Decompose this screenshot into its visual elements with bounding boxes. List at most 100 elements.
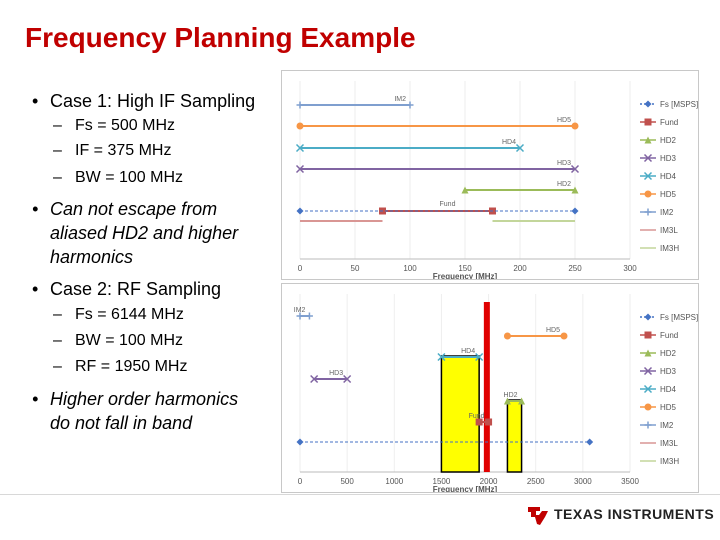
legend-label: Fs [MSPS] <box>660 313 698 322</box>
point-hd4 <box>295 143 305 153</box>
legend-label: IM2 <box>660 208 674 217</box>
in-band-highlight <box>440 355 480 473</box>
chart-case2-panel: 0 500 1000 1500 2000 2500 3000 3500 Frequency [M… <box>281 283 699 494</box>
legend-marker <box>644 421 652 429</box>
case1-item-fs: Fs = 500 MHz <box>53 116 175 136</box>
legend-label: IM3L <box>660 439 678 448</box>
logo-text: TEXAS INSTRUMENTS <box>554 506 715 522</box>
legend-marker <box>643 384 653 394</box>
note1-line1: Can not escape from <box>32 198 217 220</box>
case2-item-rf: RF = 1950 MHz <box>53 357 188 377</box>
point-hd2 <box>461 186 469 194</box>
in-band-highlight <box>506 399 523 473</box>
legend-marker <box>644 208 652 216</box>
legend-label: HD5 <box>660 403 677 412</box>
legend-marker <box>643 171 653 181</box>
legend-marker <box>644 349 652 357</box>
tick-label: 2500 <box>527 477 545 486</box>
tick-label: 3000 <box>574 477 592 486</box>
legend-label: Fund <box>660 331 678 340</box>
legend-label: Fs [MSPS] <box>660 100 698 109</box>
point-hd5 <box>503 332 511 340</box>
legend-label: Fund <box>660 118 678 127</box>
legend-label: HD3 <box>660 367 677 376</box>
series-label-fund: Fund <box>440 201 456 208</box>
point-fs <box>296 207 304 215</box>
point-im2 <box>296 101 304 109</box>
point-hd3 <box>295 164 305 174</box>
case1-item-bw: BW = 100 MHz <box>53 168 183 188</box>
legend-marker <box>644 100 652 108</box>
point-fund <box>475 418 483 426</box>
tick-label: 100 <box>403 264 417 273</box>
series-label-fund: Fund <box>469 413 485 420</box>
bullet-case1: Case 1: High IF Sampling <box>32 90 255 112</box>
series-label-hd3: HD3 <box>557 160 571 167</box>
case2-item-bw: BW = 100 MHz <box>53 331 183 351</box>
series-label-hd2: HD2 <box>504 392 518 399</box>
point-hd2 <box>518 397 526 405</box>
legend-marker <box>644 403 652 411</box>
legend-marker <box>643 366 653 376</box>
legend-label: HD3 <box>660 154 677 163</box>
series-label-im2: IM2 <box>394 96 406 103</box>
point-hd3 <box>310 374 319 384</box>
point-hd2 <box>503 397 511 405</box>
bullet-case2: Case 2: RF Sampling <box>32 278 221 300</box>
series-label-hd2: HD2 <box>557 181 571 188</box>
tick-label: 250 <box>568 264 582 273</box>
legend-marker <box>644 136 652 144</box>
point-hd4 <box>515 143 525 153</box>
point-hd4 <box>437 352 446 362</box>
legend-label: HD4 <box>660 172 677 181</box>
tick-label: 2000 <box>480 477 498 486</box>
point-fund <box>485 418 493 426</box>
point-hd5 <box>296 122 304 130</box>
series-label-hd4: HD4 <box>461 348 475 355</box>
tick-label: 200 <box>513 264 527 273</box>
legend-marker <box>644 190 652 198</box>
note1-line3: harmonics <box>50 247 134 267</box>
tick-label: 150 <box>458 264 472 273</box>
chart-case2: 0 500 1000 1500 2000 2500 3000 3500 Frequency [M… <box>294 294 698 494</box>
legend-label: IM3H <box>660 457 679 466</box>
point-im2 <box>406 101 414 109</box>
point-hd3 <box>570 164 580 174</box>
point-im2 <box>296 312 304 320</box>
tick-label: 1000 <box>385 477 403 486</box>
tick-label: 300 <box>623 264 637 273</box>
note1-line2: aliased HD2 and higher <box>50 223 239 243</box>
case1-item-if: IF = 375 MHz <box>53 141 172 161</box>
series-label-hd5: HD5 <box>557 117 571 124</box>
case2-item-fs: Fs = 6144 MHz <box>53 305 184 325</box>
legend-marker <box>643 153 653 163</box>
legend-label: HD2 <box>660 136 677 145</box>
tick-label: 0 <box>298 477 303 486</box>
point-fs <box>296 438 304 446</box>
tick-label: 1500 <box>433 477 451 486</box>
point-im2 <box>305 312 313 320</box>
legend-label: IM2 <box>660 421 674 430</box>
legend-label: HD4 <box>660 385 677 394</box>
tick-label: 0 <box>298 264 303 273</box>
note2-line2: do not fall in band <box>50 413 193 433</box>
chart-case1: 0 50 100 150 200 250 300 Frequency [MHz] IM2 HD5 H… <box>295 81 698 281</box>
point-hd5 <box>560 332 568 340</box>
tick-label: 3500 <box>621 477 639 486</box>
legend-label: IM3L <box>660 226 678 235</box>
x-axis-label: Frequency [MHz] <box>433 272 498 279</box>
legend-marker <box>644 313 652 321</box>
series-label-im2: IM2 <box>294 307 306 314</box>
legend-label: HD5 <box>660 190 677 199</box>
page-title: Frequency Planning Example <box>25 22 416 53</box>
point-hd3 <box>343 374 352 384</box>
series-label-hd3: HD3 <box>329 370 343 377</box>
point-fs <box>571 207 579 215</box>
x-axis-label: Frequency [MHz] <box>433 485 498 492</box>
tick-label: 50 <box>351 264 360 273</box>
texas-instruments-logo: TEXAS INSTRUMENTS <box>524 502 714 530</box>
point-hd5 <box>571 122 579 130</box>
tick-label: 500 <box>340 477 354 486</box>
point-hd4 <box>475 352 484 362</box>
legend-label: HD2 <box>660 349 677 358</box>
